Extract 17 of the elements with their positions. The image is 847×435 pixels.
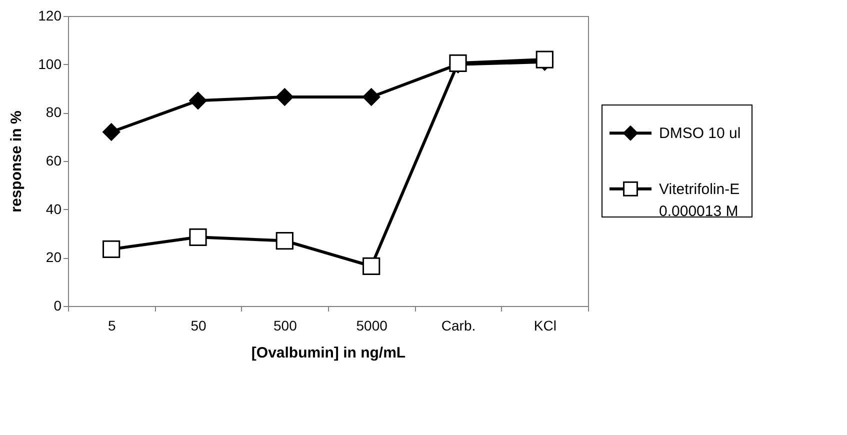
- y-tick-label: 120: [38, 8, 62, 24]
- y-tick-label: 100: [38, 56, 62, 72]
- x-axis-title: [Ovalbumin] in ng/mL: [251, 344, 406, 362]
- y-tick-label: 60: [46, 152, 62, 168]
- legend-label: Vitetrifolin-E 0.000013 M: [659, 180, 740, 220]
- y-tick-label: 80: [46, 104, 62, 120]
- x-tick-label: Carb.: [441, 318, 476, 334]
- x-tick-label: 500: [273, 318, 298, 334]
- y-tick-label: 20: [46, 249, 62, 266]
- y-tick-label: 40: [46, 200, 62, 217]
- x-tick-label: 50: [190, 318, 206, 334]
- x-tick-label: 5000: [356, 318, 388, 334]
- legend-label: DMSO 10 ul: [659, 125, 741, 142]
- y-tick-label: 0: [54, 298, 62, 314]
- x-tick-label: 5: [108, 318, 116, 334]
- y-axis-title: response in %: [8, 110, 26, 212]
- x-tick-label: KCl: [534, 318, 556, 334]
